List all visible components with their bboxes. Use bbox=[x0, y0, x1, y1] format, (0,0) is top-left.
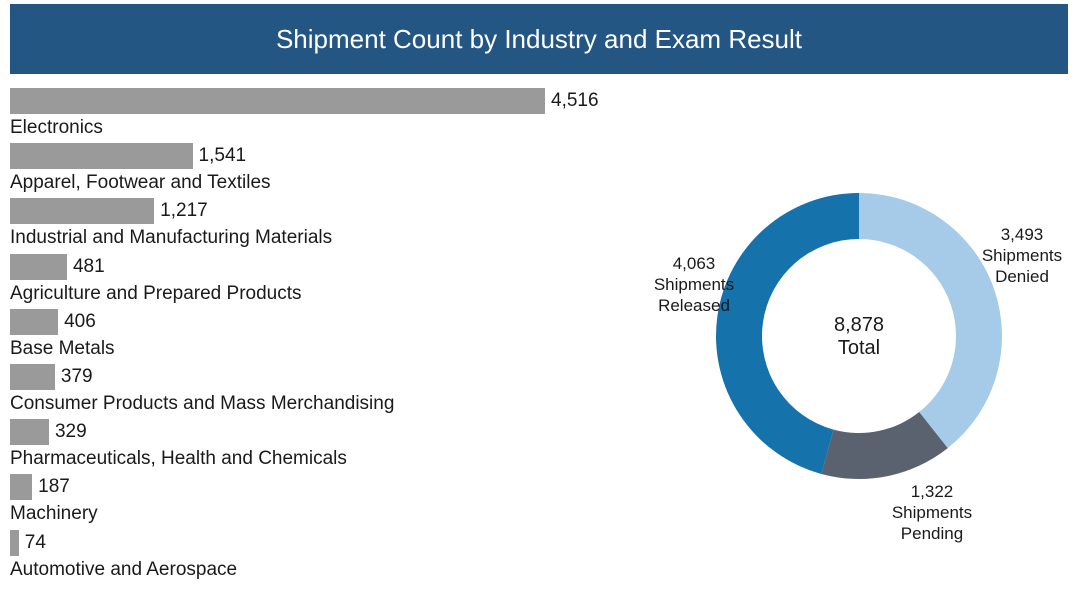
bar-row: 379 Consumer Products and Mass Merchandis… bbox=[0, 364, 640, 416]
category-label: Pharmaceuticals, Health and Chemicals bbox=[10, 448, 347, 470]
bar-value-label: 329 bbox=[54, 421, 87, 443]
bar-row: 329 Pharmaceuticals, Health and Chemicals bbox=[0, 419, 640, 471]
bar bbox=[10, 364, 55, 390]
slice-label: Shipments bbox=[982, 246, 1062, 265]
donut-slice-shipments-denied bbox=[859, 193, 1003, 449]
chart-title: Shipment Count by Industry and Exam Resu… bbox=[275, 23, 803, 54]
donut-center-label: Total bbox=[838, 337, 880, 359]
category-label: Consumer Products and Mass Merchandising bbox=[10, 393, 395, 414]
bar bbox=[10, 474, 33, 501]
slice-label: Denied bbox=[995, 267, 1049, 286]
bar bbox=[10, 253, 67, 280]
category-label: Apparel, Footwear and Textiles bbox=[10, 172, 271, 194]
title-banner: Shipment Count by Industry and Exam Resu… bbox=[10, 4, 1068, 74]
industry-bar-chart: 4,516 Electronics 1,541 Apparel, Footwear a… bbox=[0, 88, 640, 582]
bar-row: 187 Machinery bbox=[0, 474, 640, 526]
bar-value-label: 1,541 bbox=[198, 145, 247, 167]
bar-value-label: 406 bbox=[64, 310, 96, 332]
category-label: Machinery bbox=[10, 503, 98, 525]
bar-row: 406 Base Metals bbox=[0, 308, 640, 361]
bar-row: 4,516 Electronics bbox=[0, 88, 640, 140]
bar bbox=[10, 529, 19, 556]
bar bbox=[10, 198, 155, 225]
bar-value-label: 1,217 bbox=[160, 200, 208, 222]
bar bbox=[10, 88, 545, 114]
bar-row: 1,217 Industrial and Manufacturing Materi… bbox=[0, 198, 640, 250]
category-label: Agriculture and Prepared Products bbox=[10, 282, 302, 304]
donut-slice-shipments-pending bbox=[821, 412, 948, 479]
donut-slice-shipments-released bbox=[716, 193, 859, 474]
bar-value-label: 4,516 bbox=[551, 90, 599, 111]
slice-label: 3,493 bbox=[1001, 225, 1044, 244]
category-label: Electronics bbox=[10, 117, 103, 138]
category-label: Industrial and Manufacturing Materials bbox=[10, 227, 333, 249]
donut-center-label: 8,878 bbox=[834, 314, 884, 336]
slice-label: Released bbox=[658, 296, 730, 315]
bar-value-label: 379 bbox=[60, 366, 93, 387]
bar-value-label: 481 bbox=[72, 255, 105, 277]
slice-label: 1,322 bbox=[911, 482, 954, 501]
category-label: Base Metals bbox=[10, 337, 115, 359]
bar-value-label: 187 bbox=[38, 476, 70, 498]
slice-label: Pending bbox=[901, 524, 963, 543]
bar-row: 1,541 Apparel, Footwear and Textiles bbox=[0, 143, 640, 195]
bar bbox=[10, 308, 59, 335]
bar bbox=[10, 419, 49, 446]
bar-value-label: 74 bbox=[24, 531, 46, 553]
bar-row: 481 Agriculture and Prepared Products bbox=[0, 253, 640, 306]
bar bbox=[10, 143, 193, 170]
slice-label: 4,063 bbox=[673, 254, 716, 273]
slice-label: Shipments bbox=[654, 275, 734, 294]
category-label: Automotive and Aerospace bbox=[10, 558, 238, 580]
slice-label: Shipments bbox=[892, 503, 972, 522]
bar-row: 74 Automotive and Aerospace bbox=[0, 529, 640, 582]
